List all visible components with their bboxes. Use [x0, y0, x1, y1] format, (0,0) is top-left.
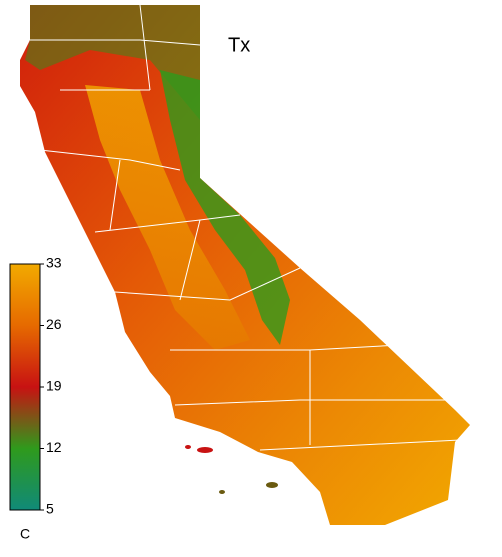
northern-forest — [25, 5, 200, 120]
colorbar-tick-label: 26 — [46, 316, 62, 332]
colorbar-unit: C — [20, 526, 30, 542]
colorbar-tick-label: 12 — [46, 439, 62, 455]
colorbar — [9, 263, 41, 511]
county-lines — [30, 4, 461, 451]
california-map — [20, 4, 470, 525]
central-valley — [85, 85, 250, 350]
map-title: Tx — [228, 34, 250, 56]
colorbar-tick-label: 19 — [46, 378, 62, 394]
channel-islands — [185, 445, 278, 494]
colorbar-tick-label: 5 — [46, 501, 54, 517]
colorbar-tick-label: 33 — [46, 255, 62, 271]
sierra-nevada — [160, 70, 290, 345]
